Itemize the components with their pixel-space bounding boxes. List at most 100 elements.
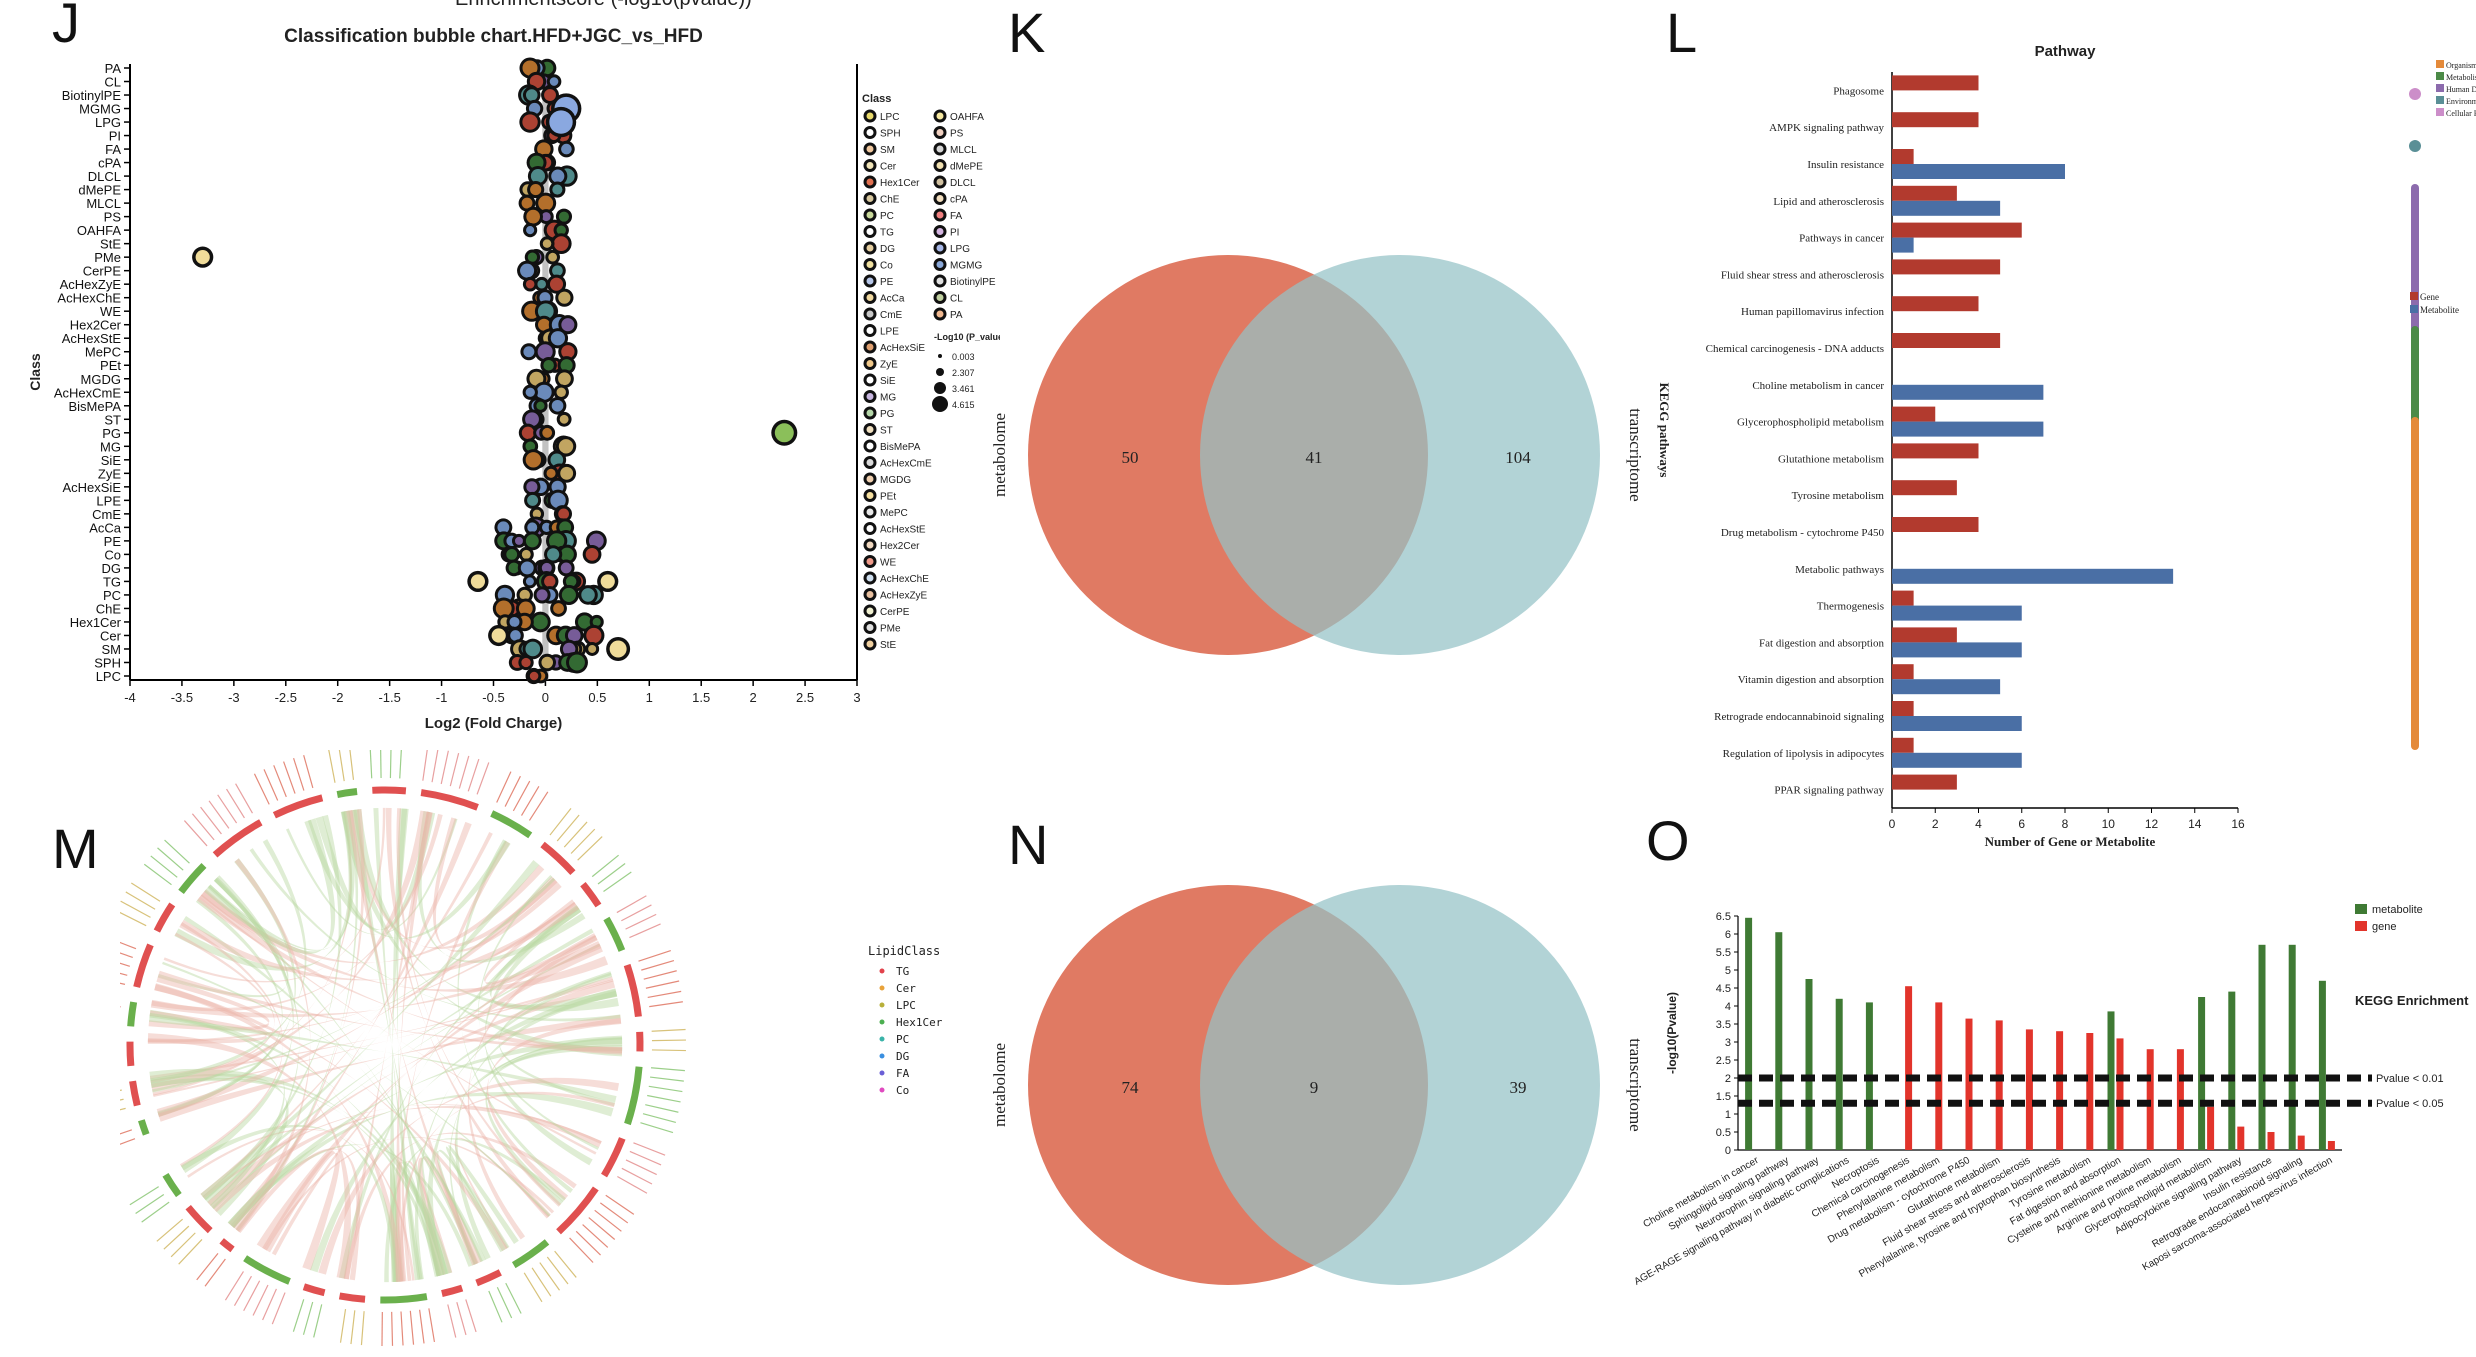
bar-gene — [2146, 1049, 2154, 1150]
bubble-fill — [533, 614, 548, 630]
bubble-fill — [558, 439, 574, 454]
chord-tick-label — [617, 1175, 648, 1194]
chord-tick-label — [120, 1107, 126, 1111]
chord-tick-label — [183, 820, 208, 847]
chord-tick-label — [458, 755, 470, 789]
legend-label: MGMG — [950, 261, 982, 272]
bar-gene — [1905, 986, 1913, 1150]
legend-label: PA — [950, 310, 963, 321]
chord-tick-label — [616, 895, 647, 914]
y-tick-label: MGDG — [81, 372, 121, 387]
chord-tick-label — [419, 1309, 425, 1344]
x-tick-label: -3.5 — [171, 690, 193, 705]
bubble-fill — [542, 239, 552, 248]
bubble-fill — [558, 372, 571, 386]
chord-arc — [490, 810, 533, 839]
chord-tick-label — [569, 1237, 594, 1263]
panel-label-l: L — [1666, 1, 1698, 64]
bubble-fill — [558, 291, 571, 304]
bubble-fill — [526, 209, 540, 224]
bubble-fill — [551, 399, 564, 412]
legend-marker-fill — [936, 310, 944, 318]
legend-marker-fill — [936, 178, 944, 186]
legend-label: CL — [950, 294, 963, 305]
legend-dot — [879, 968, 885, 974]
bubble-fill — [514, 536, 524, 545]
legend-label: PEt — [880, 492, 896, 503]
y-tick-label: PC — [103, 588, 121, 603]
class-legend-swatch — [2436, 60, 2444, 68]
chord-tick-label — [141, 1201, 170, 1223]
chord-link — [373, 807, 423, 1280]
bubble-fill — [526, 226, 535, 235]
y-tick-label: FA — [105, 142, 121, 157]
bubble-fill — [549, 277, 564, 291]
y-tick-label: 3 — [1725, 1037, 1731, 1049]
chord-link — [149, 1009, 449, 1275]
legend-marker-fill — [866, 228, 874, 235]
bubble-fill — [508, 562, 520, 574]
chord-arc — [178, 862, 207, 895]
chord-tick-label — [350, 1310, 356, 1345]
legend-label: PG — [880, 409, 895, 420]
chord-tick-label — [650, 1067, 685, 1072]
bar-metabolite — [1745, 917, 1753, 1150]
chord-tick-label — [120, 1089, 122, 1092]
y-tick-label: 2 — [1725, 1073, 1731, 1085]
y-tick-label: AMPK signaling pathway — [1769, 122, 1884, 134]
chord-link — [401, 1160, 453, 1282]
y-axis-label: KEGG pathways — [1657, 383, 1672, 478]
legend-dot — [879, 1002, 885, 1008]
chord-tick-label — [431, 750, 439, 783]
legend-marker-fill — [866, 112, 874, 120]
y-tick-label: Chemical carcinogenesis - DNA adducts — [1706, 343, 1884, 355]
chord-tick-label — [643, 970, 677, 980]
chord-tick-label — [391, 1311, 394, 1346]
venn-count-right: 104 — [1505, 448, 1531, 467]
bar-gene — [1892, 664, 1914, 680]
bar-gene — [1892, 296, 1979, 312]
class-legend-label: Cellular Processes — [2446, 109, 2476, 118]
chord-arc — [372, 786, 407, 795]
bar-gene — [2056, 1031, 2064, 1150]
chord-arc — [126, 1041, 135, 1067]
y-tick-label: 4 — [1725, 1001, 1731, 1013]
bar-gene — [1892, 149, 1914, 164]
y-tick-label: Fluid shear stress and atherosclerosis — [1721, 269, 1884, 281]
bar-metabolite — [2228, 991, 2236, 1150]
bubble-fill — [541, 522, 552, 533]
bubble-fill — [559, 414, 569, 424]
bar-gene — [1892, 222, 2022, 238]
chord-tick-label — [556, 814, 580, 842]
chord-arc — [580, 881, 602, 908]
bubble-fill — [529, 74, 544, 89]
legend-dot — [879, 985, 885, 991]
bubble-fill — [536, 401, 545, 410]
chord-tick-label — [582, 1224, 609, 1248]
chord-link — [484, 906, 593, 1166]
venn-circle-transcriptome — [1200, 885, 1600, 1285]
bar-metabolite — [1892, 716, 2022, 731]
chord-arc — [603, 916, 626, 952]
chord-arc — [540, 841, 576, 876]
bar-gene — [1995, 1020, 2003, 1150]
bubble-fill — [537, 344, 553, 360]
size-legend-marker — [938, 354, 942, 358]
y-tick-label: 5 — [1725, 965, 1731, 977]
x-tick-label: Neurotrophin signaling pathway — [1694, 1155, 1821, 1235]
legend-label: AcHexSiE — [880, 343, 925, 354]
chord-tick-label — [369, 750, 373, 779]
chord-arc — [420, 789, 479, 811]
chord-link — [151, 810, 429, 1093]
bar-gene — [1892, 406, 1936, 422]
bubble-fill — [529, 371, 544, 386]
bar-metabolite — [1775, 932, 1783, 1150]
venn-count-right: 39 — [1510, 1078, 1527, 1097]
x-tick-label: 2 — [750, 690, 757, 705]
chord-arc — [338, 1292, 366, 1303]
class-legend-label: Human Diseases — [2446, 85, 2476, 94]
bubble-fill — [550, 331, 566, 346]
bubble-fill — [561, 345, 575, 359]
bubble-fill — [525, 441, 536, 452]
bubble-fill — [561, 587, 576, 602]
